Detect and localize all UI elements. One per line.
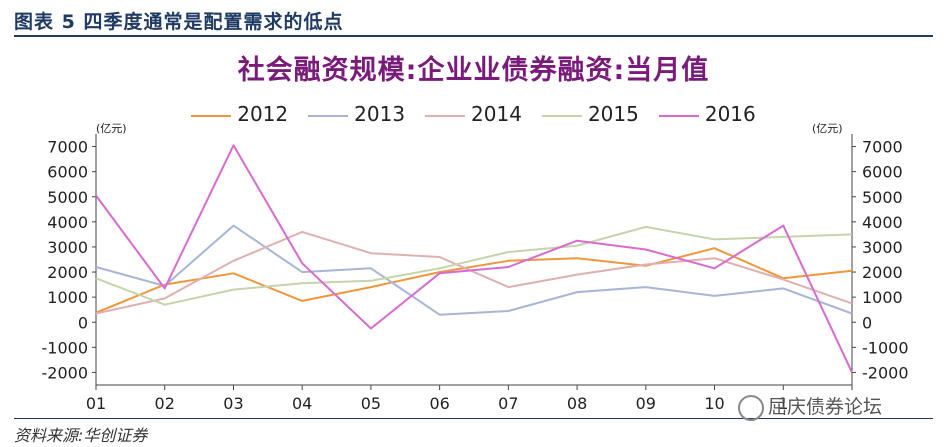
header-rule: [14, 35, 933, 37]
chart-legend: 2012 2013 2014 2015 2016: [0, 102, 947, 128]
source-note: 资料来源:华创证券: [14, 426, 148, 445]
y-unit-right: (亿元): [812, 122, 843, 135]
legend-swatch: [425, 114, 466, 117]
legend-swatch: [308, 114, 349, 117]
series-line-2014: [95, 230, 853, 315]
x-tick-label: 02: [155, 394, 175, 413]
y-tick-label-right: 4000: [862, 213, 903, 232]
y-tick-label-left: 3000: [47, 238, 88, 257]
y-tick-label-right: -1000: [862, 338, 909, 357]
chart-title: 社会融资规模:企业业债券融资:当月值: [237, 55, 710, 86]
legend-label: 2013: [354, 102, 406, 126]
y-tick-label-right: 7000: [862, 138, 903, 157]
figure-header: 图表 5 四季度通常是配置需求的低点: [14, 4, 933, 37]
x-tick-label: 01: [86, 394, 106, 413]
y-tick-label-left: 4000: [47, 213, 88, 232]
y-tick-label-left: 6000: [47, 163, 88, 182]
series-line-2016: [95, 144, 853, 373]
wechat-icon: [738, 394, 764, 421]
x-tick-label: 09: [636, 394, 656, 413]
series-line-2012: [95, 247, 853, 314]
legend-label: 2016: [704, 102, 756, 126]
legend-label: 2014: [471, 102, 522, 126]
series-line-2013: [95, 224, 853, 316]
x-tick-label: 1: [778, 394, 788, 413]
figure-label: 图表 5 四季度通常是配置需求的低点: [14, 11, 344, 33]
legend-item-2014: 2014: [425, 102, 522, 126]
legend-item-2015: 2015: [541, 102, 639, 126]
y-tick-label-right: 5000: [862, 188, 903, 207]
y-tick-label-right: 3000: [862, 238, 903, 257]
y-tick-label-right: 6000: [862, 163, 903, 182]
y-unit-left: (亿元): [96, 122, 127, 135]
y-tick-label-right: 0: [862, 313, 872, 332]
legend-label: 2012: [237, 102, 289, 126]
x-tick-label: 04: [292, 394, 312, 413]
legend-swatch: [541, 114, 582, 117]
legend-swatch: [658, 114, 699, 117]
y-tick-label-left: -1000: [42, 338, 89, 357]
series-line-2015: [95, 225, 853, 306]
y-tick-label-left: 2000: [47, 263, 88, 282]
x-tick-label: 05: [361, 394, 381, 413]
x-tick-label: 06: [429, 394, 449, 413]
y-tick-label-left: 0: [78, 313, 88, 332]
y-tick-label-right: -2000: [862, 363, 909, 382]
legend-swatch: [191, 114, 232, 117]
legend-item-2013: 2013: [308, 102, 405, 126]
watermark: 屈庆债券论坛: [738, 392, 882, 421]
footer-rule: [14, 418, 933, 419]
y-tick-label-left: 7000: [47, 138, 88, 157]
legend-item-2016: 2016: [658, 102, 756, 126]
y-tick-label-left: -2000: [42, 363, 89, 382]
x-tick-label: 10: [704, 394, 724, 413]
legend-item-2012: 2012: [191, 102, 288, 126]
y-tick-label-right: 2000: [862, 263, 903, 282]
watermark-text: 屈庆债券论坛: [768, 396, 883, 418]
legend-label: 2015: [587, 102, 639, 126]
y-tick-label-right: 1000: [862, 288, 903, 307]
x-tick-label: 03: [223, 394, 243, 413]
y-tick-label-left: 1000: [47, 288, 88, 307]
y-tick-label-left: 5000: [47, 188, 88, 207]
x-tick-label: 07: [498, 394, 518, 413]
x-tick-label: 08: [567, 394, 587, 413]
